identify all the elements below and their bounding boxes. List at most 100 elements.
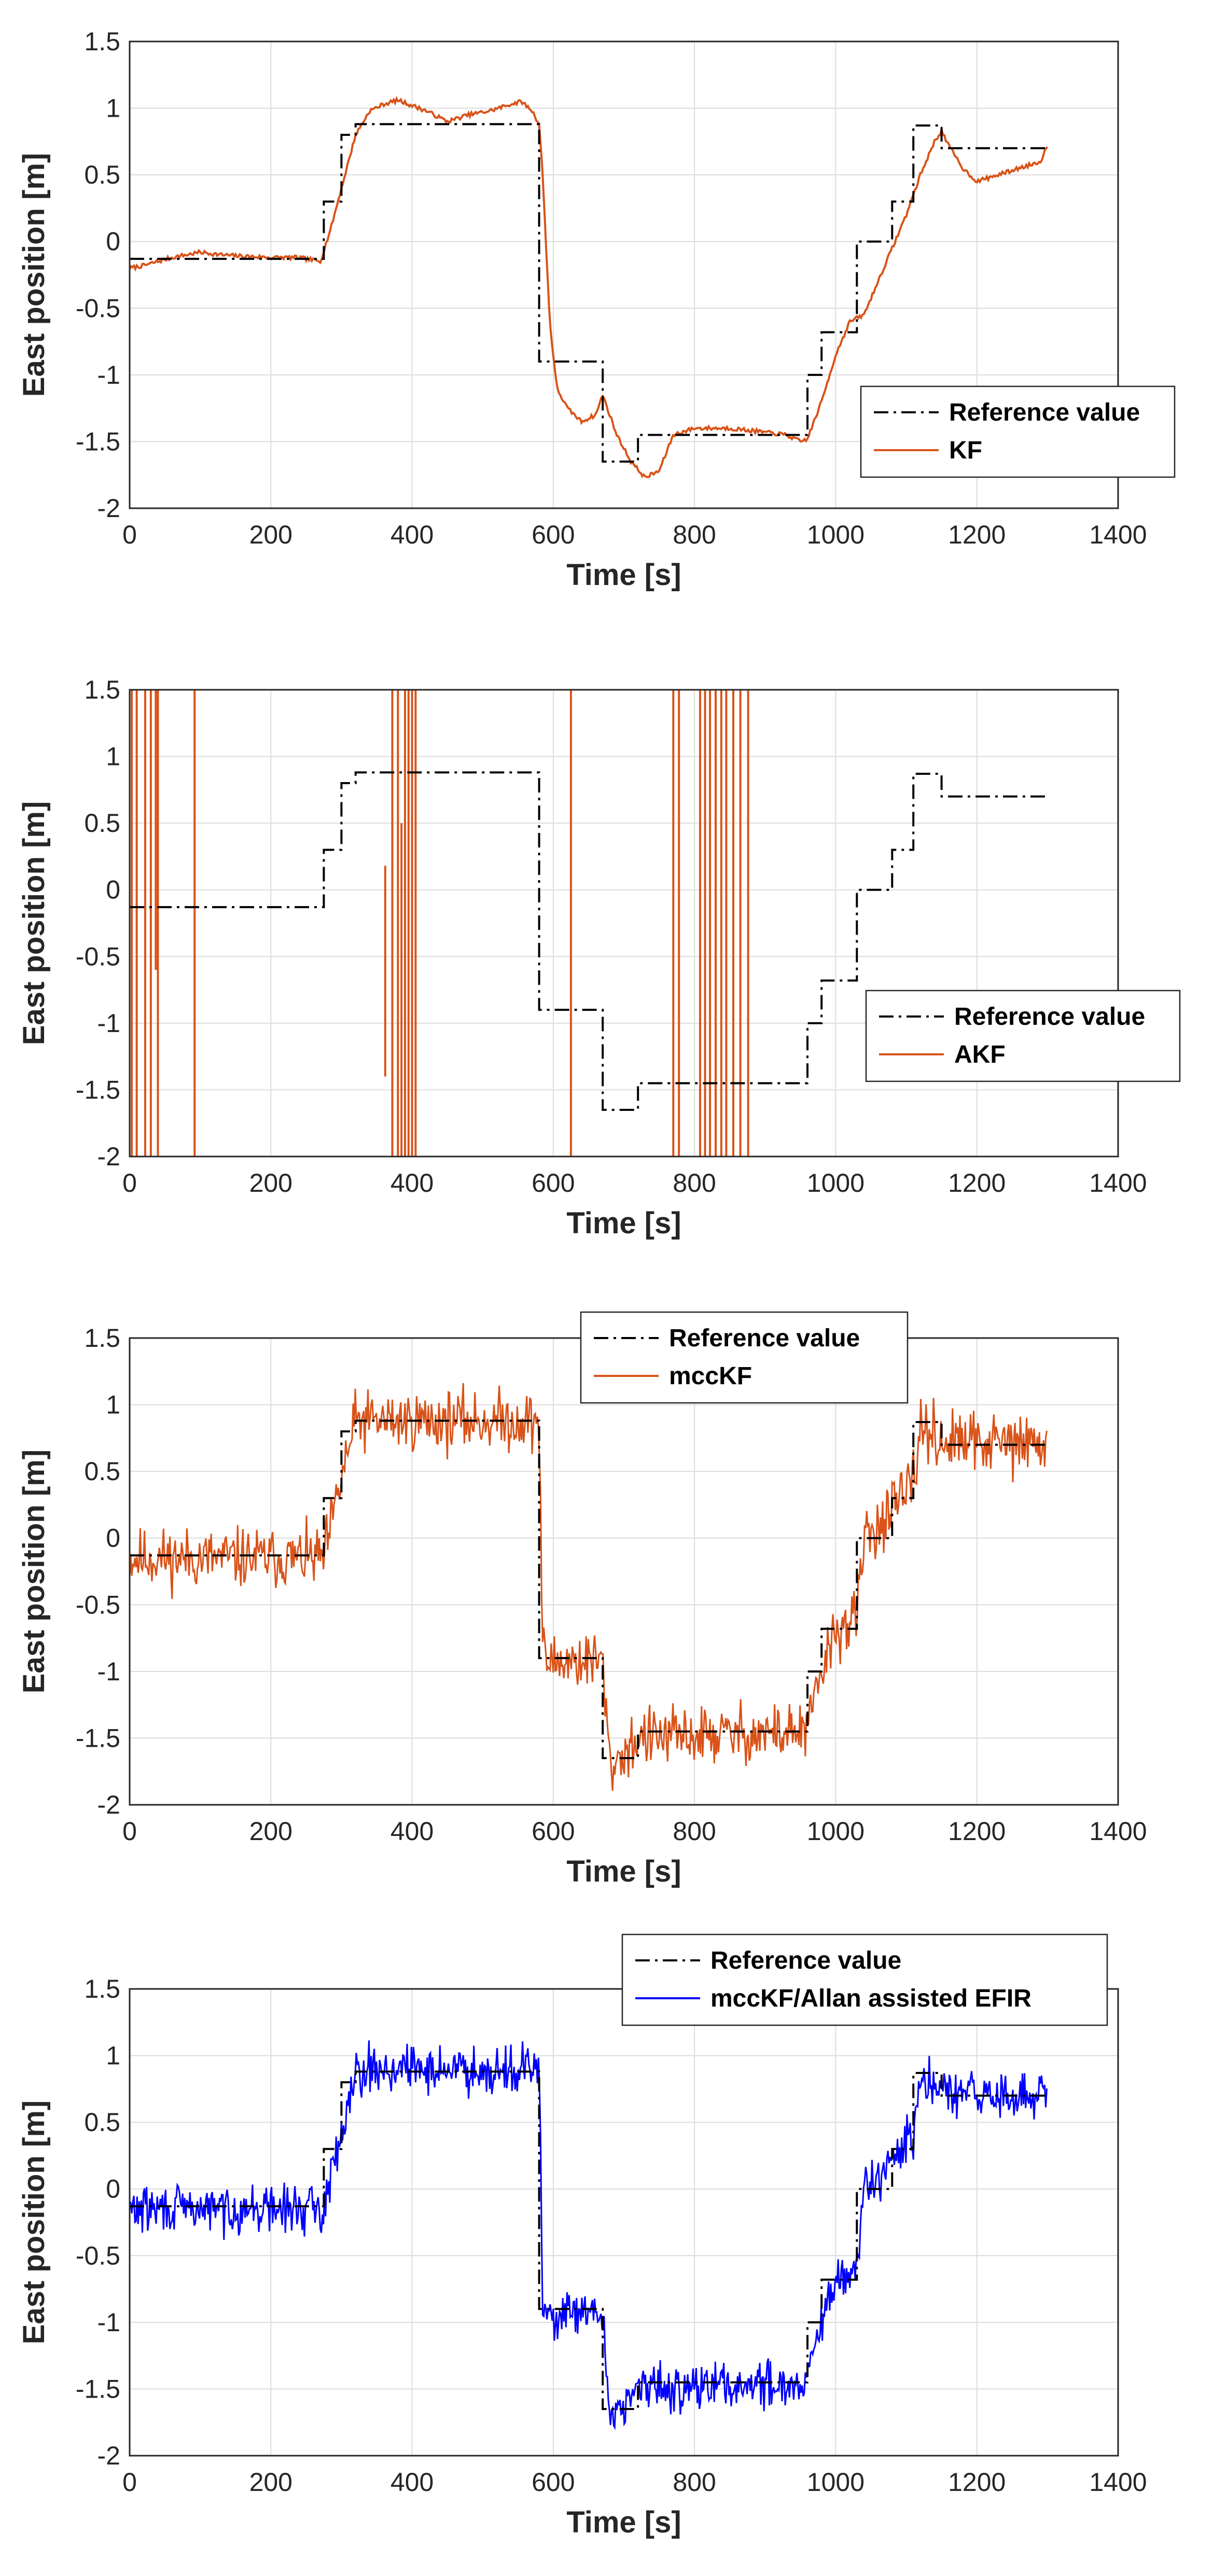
axes-box [129,689,1119,1158]
y-tick-label: 0 [106,875,120,904]
x-tick-label: 1200 [948,520,1006,549]
legend-reference-label: Reference value [669,1325,860,1352]
legend-estimate-label: AKF [954,1041,1006,1068]
series-group [130,690,1048,1157]
y-tick-label: 1.5 [84,27,120,56]
y-axis-label: East position [m] [17,1450,51,1693]
plot-area [130,690,1118,1157]
x-tick-label: 200 [249,2468,292,2497]
x-tick-label: 600 [532,2468,575,2497]
x-tick-label: 800 [673,2468,716,2497]
x-axis-label: Time [s] [566,558,681,592]
x-tick-label: 400 [391,520,434,549]
legend-estimate-label: mccKF/Allan assisted EFIR [710,1985,1031,2012]
y-tick-label: -0.5 [76,2241,120,2270]
x-tick-label: 1400 [1089,1817,1147,1846]
x-tick-label: 400 [391,1168,434,1198]
x-axis-label: Time [s] [566,2505,681,2539]
y-tick-label: -1 [97,1657,120,1686]
chart-panel-4: 0 200 400 600 800 1000 1200 1400 -2 -1.5 -1 -0.5 0 0.… [17,1933,1147,2539]
y-tick-label: -2 [97,1790,120,1819]
x-tick-label: 1200 [948,1817,1006,1846]
y-tick-label: -0.5 [76,942,120,971]
axes-box [129,40,1119,509]
x-tick-label: 800 [673,1168,716,1198]
x-tick-label: 600 [532,1168,575,1198]
reference-line [130,1419,1048,1759]
y-tick-label: -0.5 [76,1590,120,1619]
x-tick-label: 0 [122,1817,137,1846]
y-tick-label: -1.5 [76,1075,120,1104]
y-tick-label: -1 [97,2308,120,2337]
x-tick-label: 400 [391,1817,434,1846]
series-group [130,1383,1048,1791]
y-tick-label: 1 [106,2041,120,2070]
x-tick-label: 400 [391,2468,434,2497]
y-tick-label: -0.5 [76,294,120,323]
y-tick-label: 1.5 [84,1974,120,2003]
y-tick-label: 0 [106,2175,120,2204]
x-tick-label: 200 [249,520,292,549]
x-tick-label: 200 [249,1168,292,1198]
chart-panel-3: 0 200 400 600 800 1000 1200 1400 -2 -1.5 -1 -0.5 0 0.… [17,1311,1147,1888]
y-tick-label: 0.5 [84,1457,120,1486]
y-tick-label: -1.5 [76,427,120,456]
legend-estimate-label: KF [949,437,982,464]
legend: Reference value mccKF [580,1311,909,1404]
x-tick-label: 1000 [807,520,865,549]
estimate-line [130,96,1049,479]
reference-line [130,771,1048,1111]
y-tick-label: 1 [106,1390,120,1419]
x-tick-label: 1400 [1089,2468,1147,2497]
legend-box [621,1933,1108,2026]
y-tick-label: -2 [97,1142,120,1171]
legend-estimate-label: mccKF [669,1362,752,1390]
x-tick-label: 0 [122,1168,137,1198]
legend-box [860,385,1176,478]
reference-line [130,2070,1048,2410]
series-group [130,2040,1048,2430]
legend: Reference value AKF [865,990,1181,1082]
y-tick-label: -2 [97,494,120,523]
x-axis-label: Time [s] [566,1855,681,1888]
x-tick-label: 1000 [807,2468,865,2497]
legend-box [865,990,1181,1082]
reference-line [130,123,1048,463]
x-tick-label: 200 [249,1817,292,1846]
chart-panel-1: 0 200 400 600 800 1000 1200 1400 -2 -1.5 -1 -0.5 0 0.… [17,27,1176,592]
y-tick-label: -1.5 [76,1723,120,1752]
x-axis-label: Time [s] [566,1206,681,1240]
x-tick-label: 1200 [948,1168,1006,1198]
x-tick-label: 0 [122,2468,137,2497]
x-tick-label: 0 [122,520,137,549]
plot-area [130,1989,1118,2456]
legend-reference-label: Reference value [949,399,1140,426]
legend: Reference value KF [860,385,1176,478]
y-tick-label: 1 [106,742,120,771]
y-axis-label: East position [m] [17,2100,51,2344]
x-tick-label: 1200 [948,2468,1006,2497]
y-tick-label: 0.5 [84,2108,120,2137]
y-tick-label: -2 [97,2441,120,2470]
y-tick-label: -1 [97,1009,120,1038]
y-tick-label: 0.5 [84,160,120,189]
y-tick-label: 0.5 [84,809,120,838]
y-axis-label: East position [m] [17,153,51,397]
x-tick-label: 1400 [1089,520,1147,549]
y-tick-label: 1.5 [84,675,120,704]
y-tick-label: -1.5 [76,2374,120,2403]
y-axis-label: East position [m] [17,801,51,1045]
estimate-line [130,1383,1048,1791]
x-tick-label: 1000 [807,1817,865,1846]
y-tick-label: 0 [106,227,120,256]
y-tick-label: 1 [106,94,120,123]
series-group [130,96,1049,479]
x-tick-label: 1000 [807,1168,865,1198]
x-tick-label: 1400 [1089,1168,1147,1198]
x-tick-label: 800 [673,1817,716,1846]
x-tick-label: 600 [532,520,575,549]
legend-reference-label: Reference value [954,1003,1145,1031]
legend-box [580,1311,909,1404]
chart-panel-2: 0 200 400 600 800 1000 1200 1400 -2 -1.5 -1 -0.5 0 0.… [17,675,1181,1240]
